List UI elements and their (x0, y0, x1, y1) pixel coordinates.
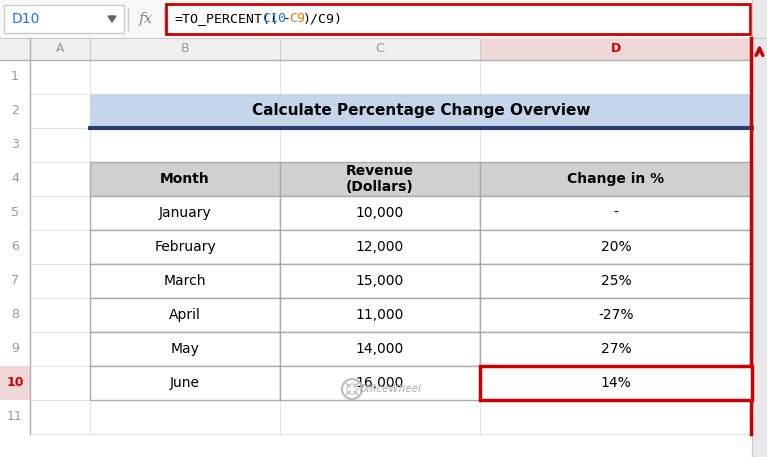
Bar (480, 298, 752, 332)
Bar (280, 196, 480, 230)
Text: 25%: 25% (601, 274, 631, 288)
Bar (0, 38, 767, 60)
Text: 12,000: 12,000 (356, 240, 404, 254)
Bar (280, 230, 480, 264)
Bar (90, 230, 280, 264)
Bar (480, 196, 752, 230)
Text: January: January (159, 206, 212, 220)
Text: C10: C10 (262, 12, 286, 26)
Bar (480, 230, 752, 264)
Bar (280, 366, 480, 400)
Bar (90, 366, 280, 400)
Text: 10,000: 10,000 (356, 206, 404, 220)
Bar (90, 162, 280, 196)
Text: 3: 3 (11, 138, 19, 152)
Text: Month: Month (160, 172, 210, 186)
Text: 11: 11 (7, 410, 23, 424)
Text: 5: 5 (11, 207, 19, 219)
Bar (0, 0, 767, 38)
Text: )/C9): )/C9) (303, 12, 343, 26)
Text: February: February (154, 240, 216, 254)
Text: 10: 10 (6, 377, 24, 389)
Text: 8: 8 (11, 308, 19, 322)
Text: B: B (181, 43, 189, 55)
Bar (480, 38, 752, 60)
Bar (0, 366, 30, 400)
Text: April: April (169, 308, 201, 322)
Text: C9: C9 (290, 12, 305, 26)
Bar (480, 162, 752, 196)
Bar (90, 298, 280, 332)
Bar (480, 264, 752, 298)
Text: May: May (170, 342, 199, 356)
Text: 7: 7 (11, 275, 19, 287)
Bar (4, 5, 124, 33)
Text: =TO_PERCENT((: =TO_PERCENT(( (174, 12, 278, 26)
Text: 11,000: 11,000 (356, 308, 404, 322)
Bar (280, 264, 480, 298)
Text: -: - (283, 12, 291, 26)
Bar (280, 332, 480, 366)
Text: OfficeWheel: OfficeWheel (358, 384, 421, 394)
Text: 6: 6 (11, 240, 19, 254)
Text: D: D (611, 43, 621, 55)
Text: 14,000: 14,000 (356, 342, 404, 356)
Text: 16,000: 16,000 (356, 376, 404, 390)
Text: 2: 2 (11, 105, 19, 117)
Polygon shape (108, 16, 116, 22)
Bar (90, 332, 280, 366)
Text: Change in %: Change in % (568, 172, 664, 186)
Text: 27%: 27% (601, 342, 631, 356)
Text: 9: 9 (11, 342, 19, 356)
Text: D10: D10 (12, 12, 41, 26)
Text: 15,000: 15,000 (356, 274, 404, 288)
Bar (280, 162, 480, 196)
Bar (166, 4, 750, 34)
Text: Revenue
(Dollars): Revenue (Dollars) (346, 164, 414, 194)
Text: 1: 1 (11, 70, 19, 84)
Text: C: C (376, 43, 384, 55)
Bar (90, 264, 280, 298)
Bar (480, 332, 752, 366)
Bar (90, 94, 752, 128)
Bar (280, 298, 480, 332)
Text: A: A (56, 43, 64, 55)
Bar (752, 0, 767, 457)
Bar (90, 196, 280, 230)
Text: 14%: 14% (601, 376, 631, 390)
Text: 4: 4 (11, 172, 19, 186)
Text: 20%: 20% (601, 240, 631, 254)
Text: Calculate Percentage Change Overview: Calculate Percentage Change Overview (252, 103, 591, 118)
Bar (480, 366, 752, 400)
Text: fx: fx (139, 12, 153, 26)
Text: -: - (614, 206, 618, 220)
Text: June: June (170, 376, 200, 390)
Text: March: March (163, 274, 206, 288)
Text: -27%: -27% (598, 308, 634, 322)
